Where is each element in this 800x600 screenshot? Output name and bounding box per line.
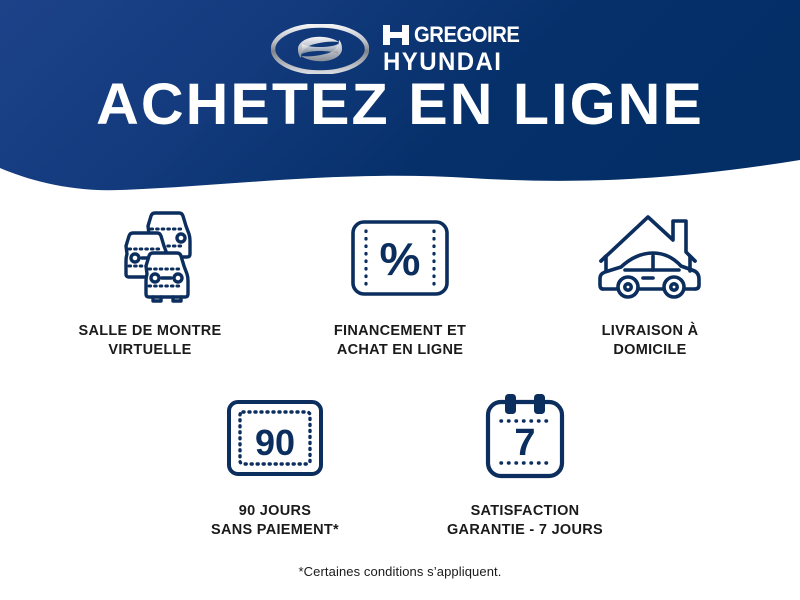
features-row-primary: SALLE DE MONTRE VIRTUELLE % FINANCEMENT … (0, 205, 800, 359)
page-title: ACHETEZ EN LIGNE (96, 72, 704, 137)
feature-label: FINANCEMENT ET ACHAT EN LIGNE (333, 323, 467, 358)
ninety-days-card-icon: 90 (225, 385, 325, 490)
percent-card-icon: % (348, 205, 452, 310)
dealer-name-line: GREGOIRE (383, 21, 529, 47)
dealer-logo: GREGOIRE HYUNDAI (0, 20, 800, 78)
brand-name-text: HYUNDAI (383, 47, 503, 76)
dealer-wordmark: GREGOIRE HYUNDAI (383, 21, 529, 76)
feature-label: SALLE DE MONTRE VIRTUELLE (78, 323, 222, 358)
feature-label: 90 JOURS SANS PAIEMENT* (210, 503, 339, 538)
badge-value-7: 7 (514, 422, 535, 464)
banner-content: GREGOIRE HYUNDAI ACHETEZ EN LIGNE (0, 0, 800, 160)
feature-online-financing: % FINANCEMENT ET ACHAT EN LIGNE (275, 205, 525, 359)
feature-home-delivery: LIVRAISON À DOMICILE (525, 205, 775, 359)
feature-ninety-days-no-payment: 90 90 JOURS SANS PAIEMENT* (150, 385, 400, 539)
features-row-secondary: 90 90 JOURS SANS PAIEMENT* 7 SATISFACT (0, 385, 800, 539)
house-with-car-icon (591, 205, 709, 310)
svg-text:%: % (380, 233, 421, 285)
hyundai-oval-h-logo-icon (271, 24, 370, 74)
gregoire-h-mark-icon (383, 24, 410, 45)
three-cars-front-icon (93, 205, 207, 310)
calendar-seven-icon: 7 (476, 385, 574, 490)
banner-wave-background (0, 0, 800, 191)
feature-satisfaction-guarantee: 7 SATISFACTION GARANTIE - 7 JOURS (400, 385, 650, 539)
dealer-name-text: GREGOIRE (414, 21, 520, 47)
header-banner: GREGOIRE HYUNDAI ACHETEZ EN LIGNE (0, 0, 800, 200)
feature-label: SATISFACTION GARANTIE - 7 JOURS (446, 503, 604, 538)
disclaimer-text: *Certaines conditions s’appliquent. (298, 564, 502, 579)
feature-label: LIVRAISON À DOMICILE (601, 323, 699, 358)
feature-virtual-showroom: SALLE DE MONTRE VIRTUELLE (25, 205, 275, 359)
badge-value-90: 90 (255, 422, 295, 463)
